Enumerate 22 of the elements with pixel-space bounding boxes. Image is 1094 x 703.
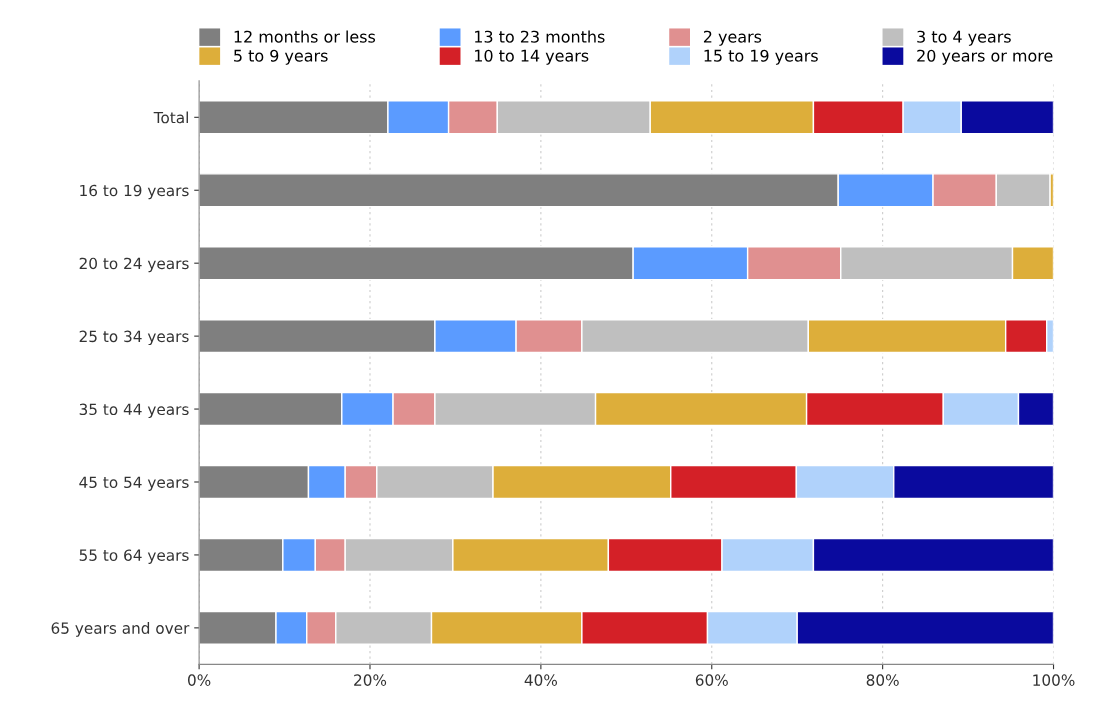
x-tick-label: 20% (354, 674, 387, 686)
legend-label: 5 to 9 years (234, 49, 328, 65)
y-tick-label: 35 to 44 years (79, 403, 189, 419)
x-tick-label: 80% (866, 674, 899, 686)
legend-label: 15 to 19 years (704, 49, 818, 65)
legend-label: 2 years (703, 30, 762, 46)
y-tick-label: 55 to 64 years (79, 549, 189, 564)
legend-label: 3 to 4 years (917, 30, 1011, 46)
y-tick-label: 25 to 34 years (79, 330, 189, 346)
x-tick-label: 40% (524, 674, 558, 686)
legend-label: 13 to 23 months (475, 30, 605, 43)
y-tick-label: 65 years and over (51, 622, 190, 637)
y-tick-label: 16 to 19 years (80, 184, 189, 200)
y-tick-label: 45 to 54 years (79, 476, 189, 491)
legend-label: 12 months or less (234, 30, 376, 43)
y-tick-label: 20 to 24 years (79, 257, 189, 273)
legend-label: 10 to 14 years (475, 49, 589, 65)
x-tick-label: 60% (695, 674, 728, 686)
x-tick-label: 100% (1033, 674, 1075, 686)
y-tick-label: Total (153, 111, 188, 124)
x-tick-label: 0% (188, 674, 211, 686)
legend-label: 20 years or more (917, 49, 1053, 65)
